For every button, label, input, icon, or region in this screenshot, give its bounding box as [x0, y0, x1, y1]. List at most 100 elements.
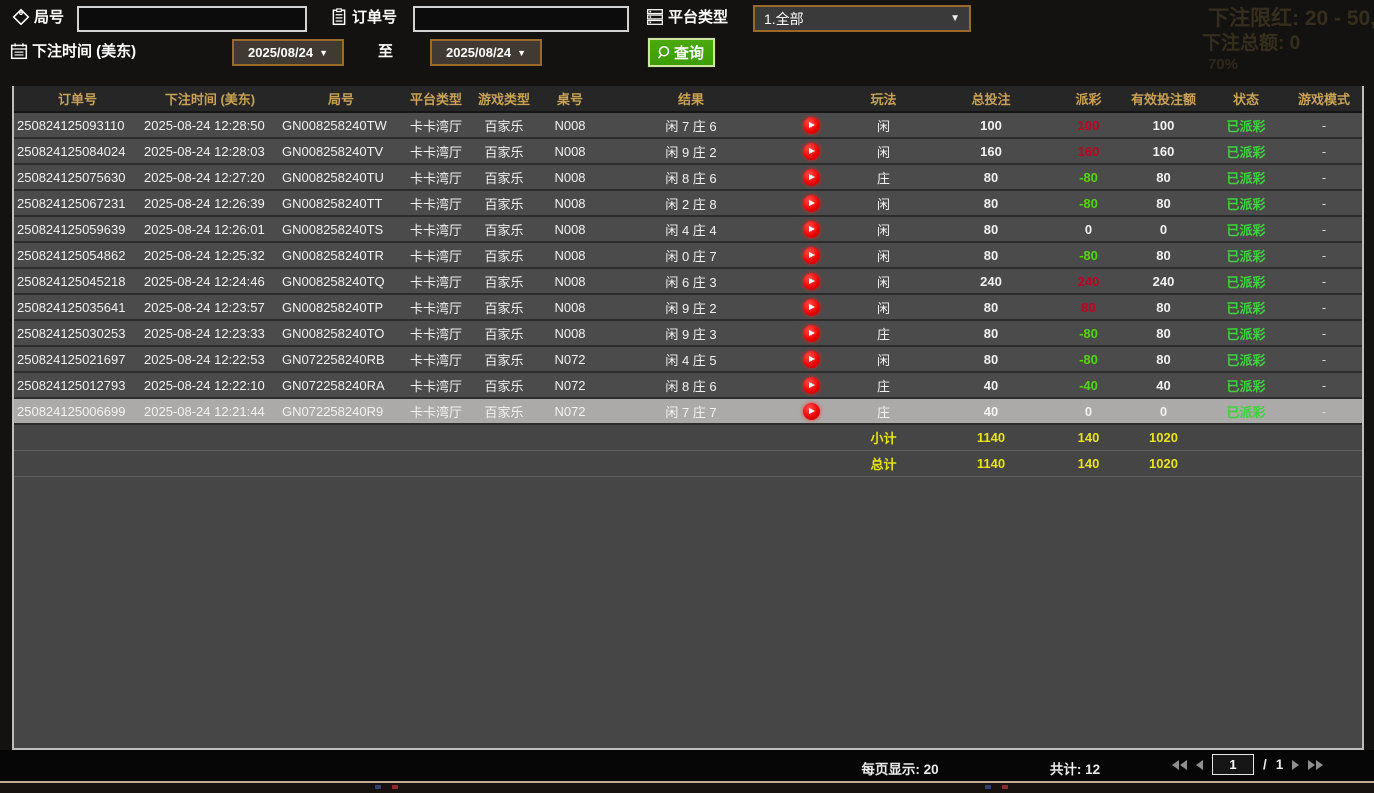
decorative-speck: [985, 785, 991, 789]
table-totals: 小计 1140 140 1020 总计 1140 140 1020: [14, 423, 1362, 477]
cell-result: 闲 9 庄 2: [601, 294, 781, 321]
table-row[interactable]: 250824125075630 2025-08-24 12:27:20 GN00…: [14, 164, 1362, 191]
prev-page-button[interactable]: [1196, 759, 1203, 770]
col-header-game-type: 游戏类型: [469, 86, 539, 113]
cell-play: 闲: [841, 268, 926, 295]
platform-type-select[interactable]: 1.全部 ▼: [753, 5, 971, 32]
play-video-button[interactable]: [802, 116, 820, 134]
bet-total-ghost-text: 下注总额: 0: [1202, 33, 1301, 54]
table-row[interactable]: 250824125045218 2025-08-24 12:24:46 GN00…: [14, 268, 1362, 295]
cell-valid: 80: [1121, 164, 1206, 191]
bet-time-label: 下注时间 (美东): [10, 40, 136, 61]
table-row[interactable]: 250824125012793 2025-08-24 12:22:10 GN07…: [14, 372, 1362, 399]
empty-area: [14, 476, 1362, 748]
bet-limit-ghost-text: 下注限红: 20 - 50,00: [1208, 7, 1374, 30]
cell-result: 闲 8 庄 6: [601, 164, 781, 191]
cell-game-type: 百家乐: [469, 190, 539, 217]
cell-time: 2025-08-24 12:22:10: [141, 372, 279, 399]
total-row: 总计 1140 140 1020: [14, 449, 1362, 477]
page-separator: /: [1263, 757, 1267, 772]
date-to-picker[interactable]: 2025/08/24 ▼: [430, 39, 542, 66]
play-video-button[interactable]: [802, 246, 820, 264]
cell-table-no: N008: [539, 112, 601, 139]
play-video-button[interactable]: [802, 220, 820, 238]
play-video-button[interactable]: [802, 376, 820, 394]
cell-order: 250824125059639: [14, 216, 141, 243]
play-video-button[interactable]: [802, 402, 820, 420]
col-header-payout: 派彩: [1056, 86, 1121, 113]
play-icon: [809, 382, 815, 389]
play-video-button[interactable]: [802, 194, 820, 212]
cell-bet: 40: [926, 372, 1056, 399]
cell-result: 闲 6 庄 3: [601, 268, 781, 295]
cell-payout: 240: [1056, 268, 1121, 295]
cell-play: 闲: [841, 190, 926, 217]
cell-valid: 0: [1121, 398, 1206, 425]
table-row[interactable]: 250824125084024 2025-08-24 12:28:03 GN00…: [14, 138, 1362, 165]
cell-result: 闲 9 庄 3: [601, 320, 781, 347]
play-video-button[interactable]: [802, 350, 820, 368]
cell-mode: -: [1286, 190, 1362, 217]
cell-order: 250824125067231: [14, 190, 141, 217]
table-row[interactable]: 250824125006699 2025-08-24 12:21:44 GN07…: [14, 398, 1362, 425]
cell-status: 已派彩: [1206, 346, 1286, 373]
cell-order: 250824125021697: [14, 346, 141, 373]
game-no-input[interactable]: [77, 6, 307, 32]
total-payout: 140: [1056, 449, 1121, 477]
decorative-speck: [375, 785, 381, 789]
cell-time: 2025-08-24 12:23:57: [141, 294, 279, 321]
next-page-button[interactable]: [1292, 759, 1300, 770]
cell-game-type: 百家乐: [469, 372, 539, 399]
page-total: 1: [1275, 757, 1284, 772]
cell-status: 已派彩: [1206, 320, 1286, 347]
cell-result: 闲 7 庄 6: [601, 112, 781, 139]
cell-bet: 80: [926, 320, 1056, 347]
cell-time: 2025-08-24 12:23:33: [141, 320, 279, 347]
cell-status: 已派彩: [1206, 268, 1286, 295]
table-row[interactable]: 250824125054862 2025-08-24 12:25:32 GN00…: [14, 242, 1362, 269]
cell-result: 闲 8 庄 6: [601, 372, 781, 399]
cell-platform: 卡卡湾厅: [403, 346, 469, 373]
subtotal-valid: 1020: [1121, 423, 1206, 451]
cell-bet: 80: [926, 216, 1056, 243]
table-row[interactable]: 250824125067231 2025-08-24 12:26:39 GN00…: [14, 190, 1362, 217]
cell-mode: -: [1286, 372, 1362, 399]
table-row[interactable]: 250824125030253 2025-08-24 12:23:33 GN00…: [14, 320, 1362, 347]
query-button-label: 查询: [674, 45, 705, 62]
table-row[interactable]: 250824125021697 2025-08-24 12:22:53 GN07…: [14, 346, 1362, 373]
play-video-button[interactable]: [802, 142, 820, 160]
cell-bet: 80: [926, 294, 1056, 321]
cell-table-no: N008: [539, 242, 601, 269]
play-video-button[interactable]: [802, 272, 820, 290]
last-page-button[interactable]: [1308, 759, 1324, 770]
play-video-button[interactable]: [802, 298, 820, 316]
query-button[interactable]: 查询: [648, 38, 716, 67]
cell-play: 庄: [841, 320, 926, 347]
page-number-input[interactable]: [1212, 754, 1254, 775]
cell-valid: 160: [1121, 138, 1206, 165]
cell-play: 庄: [841, 398, 926, 425]
table-row[interactable]: 250824125059639 2025-08-24 12:26:01 GN00…: [14, 216, 1362, 243]
cell-game: GN008258240TO: [279, 320, 403, 347]
cell-game-type: 百家乐: [469, 268, 539, 295]
total-valid: 1020: [1121, 449, 1206, 477]
cell-bet: 80: [926, 242, 1056, 269]
first-page-button[interactable]: [1172, 759, 1187, 770]
cell-mode: -: [1286, 320, 1362, 347]
cell-time: 2025-08-24 12:26:01: [141, 216, 279, 243]
cell-status: 已派彩: [1206, 216, 1286, 243]
cell-status: 已派彩: [1206, 112, 1286, 139]
to-label: 至: [378, 43, 394, 60]
cell-payout: 0: [1056, 216, 1121, 243]
table-row[interactable]: 250824125035641 2025-08-24 12:23:57 GN00…: [14, 294, 1362, 321]
order-no-input[interactable]: [413, 6, 629, 32]
cell-order: 250824125006699: [14, 398, 141, 425]
cell-status: 已派彩: [1206, 398, 1286, 425]
table-row[interactable]: 250824125093110 2025-08-24 12:28:50 GN00…: [14, 112, 1362, 139]
play-icon: [809, 304, 815, 311]
play-video-button[interactable]: [802, 168, 820, 186]
date-from-picker[interactable]: 2025/08/24 ▼: [232, 39, 344, 66]
total-count-label: 共计: 12: [1049, 762, 1101, 777]
play-video-button[interactable]: [802, 324, 820, 342]
cell-time: 2025-08-24 12:28:50: [141, 112, 279, 139]
